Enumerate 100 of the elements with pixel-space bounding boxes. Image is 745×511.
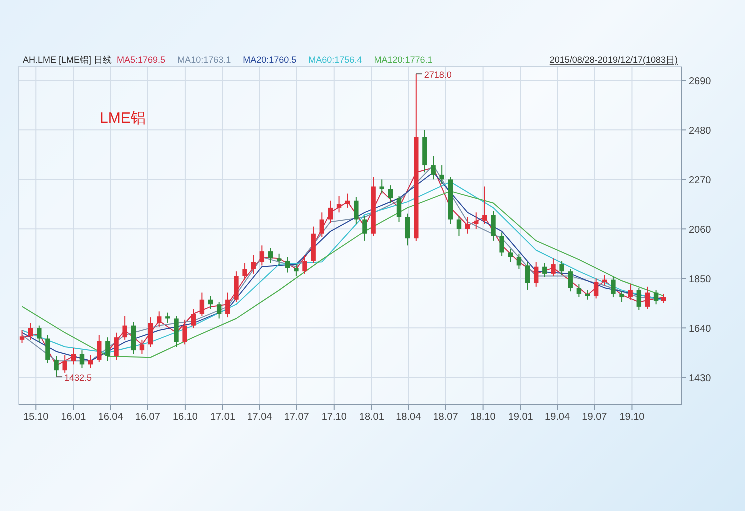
y-tick-label: 1430 <box>689 374 712 385</box>
candlestick <box>328 200 334 224</box>
candlestick <box>106 337 110 362</box>
candlestick <box>431 156 436 180</box>
candlestick <box>620 291 624 303</box>
candlestick <box>71 348 76 366</box>
y-tick-label: 2690 <box>689 76 712 88</box>
candlestick <box>354 196 359 225</box>
x-tick-label: 16.01 <box>61 412 87 423</box>
candlestick <box>148 317 154 348</box>
candlestick <box>405 213 410 246</box>
annotation: LME铝 <box>100 110 146 127</box>
candlestick <box>226 292 230 318</box>
candlestick <box>191 308 196 329</box>
y-tick-label: 1640 <box>689 324 712 336</box>
candlestick <box>645 286 650 310</box>
candlestick <box>594 278 599 300</box>
candlestick <box>465 216 470 234</box>
candlestick <box>216 302 222 320</box>
candlestick <box>636 288 642 311</box>
candlestick <box>156 311 162 328</box>
candlestick <box>440 165 444 185</box>
candlestick <box>200 292 205 317</box>
candlestick <box>28 322 34 340</box>
candlestick <box>242 262 248 280</box>
candlestick <box>140 339 145 355</box>
annotation: 1432.5 <box>64 373 92 384</box>
candlestick <box>122 316 128 340</box>
candlestick <box>46 334 50 364</box>
candlestick <box>286 256 290 274</box>
x-tick-label: 16.10 <box>172 412 198 423</box>
x-tick-label: 16.04 <box>98 412 124 423</box>
candlestick <box>611 276 616 298</box>
annotation: 2718.0 <box>424 70 452 80</box>
candlestick <box>380 179 384 194</box>
candlestick <box>37 325 42 343</box>
candlestick <box>654 290 659 306</box>
text: MA60:1756.4 <box>308 55 362 65</box>
candlestick <box>456 216 462 237</box>
candlestick <box>491 210 496 242</box>
x-tick-label: 17.10 <box>322 412 348 423</box>
candlestick <box>302 254 308 274</box>
candlestick <box>260 245 265 266</box>
x-tick-label: 17.07 <box>284 412 310 423</box>
y-tick-label: 2480 <box>689 126 712 138</box>
candlestick <box>336 196 342 214</box>
x-tick-label: 16.07 <box>135 412 161 423</box>
candlestick <box>276 253 282 266</box>
candlestick <box>388 185 394 204</box>
candlestick <box>474 212 479 230</box>
candlestick <box>268 248 274 264</box>
candlestick <box>576 284 582 298</box>
text: MA5:1769.5 <box>117 55 166 65</box>
candlestick <box>166 312 170 324</box>
text: MA20:1760.5 <box>243 55 297 65</box>
candlestick <box>80 350 85 369</box>
text: MA120:1776.1 <box>374 55 433 65</box>
x-tick-label: 18.10 <box>470 412 496 423</box>
x-tick-label: 19.04 <box>545 412 571 423</box>
x-tick-label: 18.07 <box>433 412 459 423</box>
y-tick-label: 2060 <box>689 225 712 236</box>
y-tick-label: 2270 <box>689 176 712 187</box>
candlestick <box>345 193 350 208</box>
candlestick <box>251 254 256 274</box>
y-tick-label: 1850 <box>689 274 712 286</box>
candlestick <box>560 260 564 276</box>
candlestick <box>628 284 633 300</box>
x-tick-label: 17.04 <box>247 412 273 423</box>
x-tick-label: 19.10 <box>620 412 646 423</box>
candlestick <box>482 186 488 225</box>
candlestick <box>551 258 556 277</box>
candlestick <box>525 262 530 290</box>
candlestick <box>182 319 188 346</box>
candlestick <box>585 290 590 300</box>
x-tick-label: 19.07 <box>582 412 608 423</box>
candlestick <box>54 356 59 378</box>
x-tick-label: 19.01 <box>508 412 534 423</box>
candlestick <box>542 262 548 278</box>
candlestick <box>97 334 102 363</box>
chart-title: AH.LME [LME铝] 日线 <box>23 55 112 65</box>
candlestick <box>208 296 214 310</box>
candlestick <box>62 354 68 374</box>
candlestick <box>362 216 368 242</box>
x-tick-label: 18.01 <box>359 412 385 423</box>
candlestick <box>516 253 522 270</box>
chart-subtitle: 2015/08/28-2019/12/17(1083日) <box>550 55 678 65</box>
candlestick <box>508 248 513 263</box>
candlestick <box>500 232 504 257</box>
text: MA10:1763.1 <box>178 55 232 65</box>
candlestick <box>20 330 25 344</box>
candlestick <box>661 293 666 304</box>
x-tick-label: 17.01 <box>210 412 236 423</box>
x-tick-label: 15.10 <box>24 412 50 423</box>
candlestick <box>568 268 573 292</box>
candlestick <box>320 212 324 238</box>
candlestick <box>294 264 299 277</box>
candlestick <box>396 196 402 223</box>
candlestick <box>114 332 119 360</box>
candlestick <box>88 354 94 369</box>
candlestick <box>534 262 539 288</box>
